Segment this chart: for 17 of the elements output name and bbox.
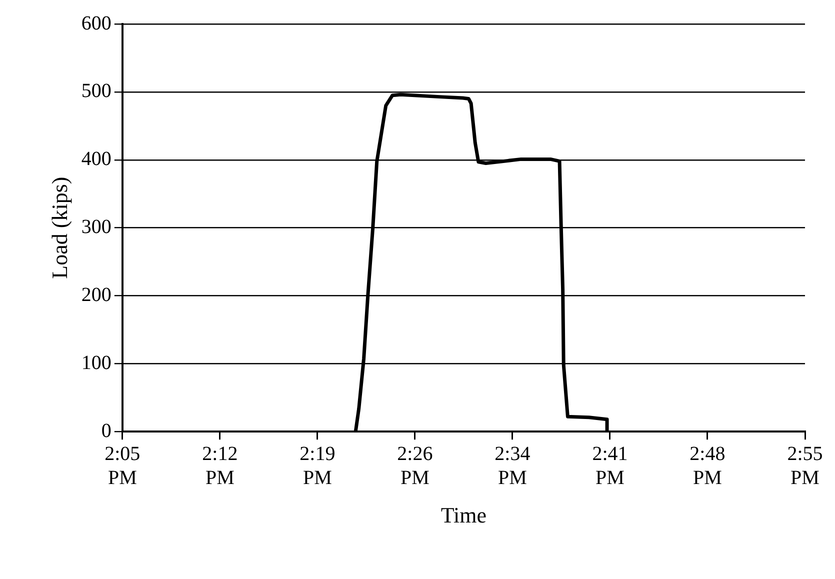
y-tick-label: 200 [81, 284, 112, 306]
y-tick-label: 300 [81, 216, 112, 238]
x-tick-label: 2:34 PM [494, 442, 530, 489]
x-axis-title: Time [440, 502, 487, 528]
y-tick-label: 100 [81, 352, 112, 374]
y-tick-label: 400 [81, 148, 112, 170]
y-tick-label: 500 [81, 80, 112, 102]
x-tick-label: 2:41 PM [592, 442, 628, 489]
x-tick-label: 2:26 PM [397, 442, 433, 489]
y-tick-label: 0 [101, 420, 112, 442]
x-tick-label: 2:48 PM [690, 442, 726, 489]
x-tick-label: 2:12 PM [202, 442, 238, 489]
y-axis-title: Load (kips) [46, 176, 72, 279]
y-tick-label: 600 [81, 12, 112, 34]
x-tick-label: 2:55 PM [787, 442, 823, 489]
x-tick-label: 2:05 PM [104, 442, 140, 489]
x-tick-label: 2:19 PM [300, 442, 336, 489]
